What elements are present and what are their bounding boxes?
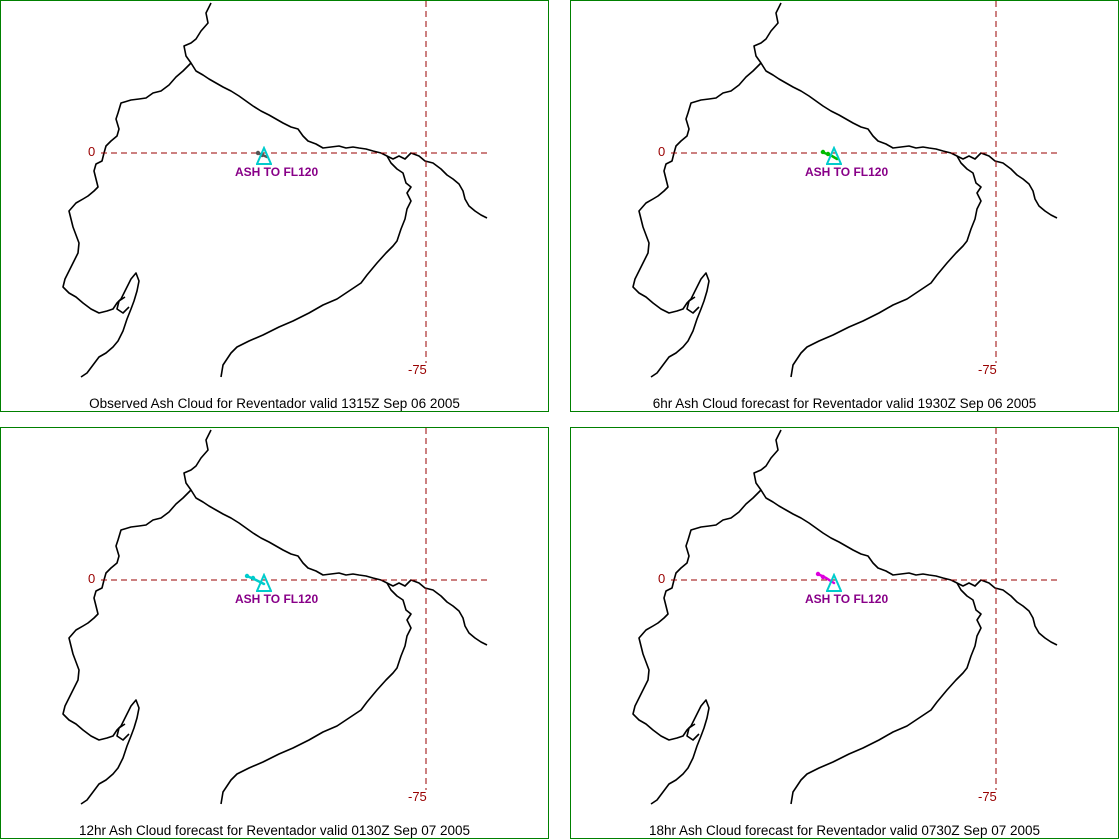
- graticule: [101, 1, 489, 363]
- graticule: [101, 428, 489, 790]
- coastline-segment: [790, 155, 982, 378]
- map-panel-18hr: 0 -75 ASH TO FL120 18hr Ash Cloud foreca…: [570, 427, 1119, 839]
- coastline-segment: [80, 699, 140, 805]
- coastline: [62, 2, 488, 378]
- coastline-segment: [220, 582, 412, 805]
- volcano-icon: [826, 146, 842, 166]
- map-panel-6hr: 0 -75 ASH TO FL120 6hr Ash Cloud forecas…: [570, 0, 1119, 412]
- plume-point: [244, 573, 250, 579]
- longitude-label: -75: [978, 362, 997, 377]
- panel-caption: 6hr Ash Cloud forecast for Reventador va…: [652, 396, 1037, 411]
- map-panel-observed: 0 -75 ASH TO FL120 Observed Ash Cloud fo…: [0, 0, 549, 412]
- coastline-segment: [753, 429, 1058, 646]
- plume-point: [820, 149, 826, 155]
- ash-height-label: ASH TO FL120: [805, 592, 889, 606]
- panel-caption: Observed Ash Cloud for Reventador valid …: [89, 396, 460, 411]
- plume-point: [815, 571, 821, 577]
- coastline-segment: [790, 582, 982, 805]
- plume-point: [250, 575, 256, 581]
- coastline-segment: [220, 155, 412, 378]
- graticule: [671, 428, 1059, 790]
- coastline-segment: [650, 699, 710, 805]
- coastline-segment: [62, 62, 192, 314]
- coastline-segment: [686, 296, 700, 314]
- map-panel-12hr: 0 -75 ASH TO FL120 12hr Ash Cloud foreca…: [0, 427, 549, 839]
- ash-height-label: ASH TO FL120: [235, 165, 319, 179]
- coastline-segment: [686, 723, 700, 741]
- latitude-label: 0: [88, 571, 96, 586]
- volcano-icon: [256, 146, 272, 166]
- latitude-label: 0: [658, 144, 666, 159]
- panel-caption: 18hr Ash Cloud forecast for Reventador v…: [649, 823, 1040, 838]
- latitude-label: 0: [658, 571, 666, 586]
- plume-point: [825, 151, 831, 157]
- coastline-segment: [183, 2, 488, 219]
- coastline-segment: [650, 272, 710, 378]
- plume-point: [820, 574, 826, 580]
- coastline: [632, 2, 1058, 378]
- coastline-segment: [753, 2, 1058, 219]
- coastline: [632, 429, 1058, 805]
- ash-height-label: ASH TO FL120: [235, 592, 319, 606]
- map-canvas: [632, 428, 1059, 805]
- map-canvas: [62, 1, 489, 378]
- coastline-segment: [632, 62, 762, 314]
- panel-caption: 12hr Ash Cloud forecast for Reventador v…: [79, 823, 470, 838]
- plume-point: [255, 150, 261, 156]
- coastline-segment: [62, 489, 192, 741]
- coastline-segment: [183, 429, 488, 646]
- coastline-segment: [632, 489, 762, 741]
- longitude-label: -75: [978, 789, 997, 804]
- longitude-label: -75: [408, 789, 427, 804]
- plume-trail: [820, 150, 839, 161]
- coastline-segment: [116, 723, 130, 741]
- coastline-segment: [80, 272, 140, 378]
- map-canvas: [632, 1, 1059, 378]
- coastline-segment: [116, 296, 130, 314]
- volcano-icon: [256, 573, 272, 593]
- latitude-label: 0: [88, 144, 96, 159]
- map-canvas: [62, 428, 489, 805]
- graticule: [671, 1, 1059, 363]
- longitude-label: -75: [408, 362, 427, 377]
- ash-plume: [820, 149, 839, 161]
- volcano-icon: [826, 573, 842, 593]
- coastline: [62, 429, 488, 805]
- ash-height-label: ASH TO FL120: [805, 165, 889, 179]
